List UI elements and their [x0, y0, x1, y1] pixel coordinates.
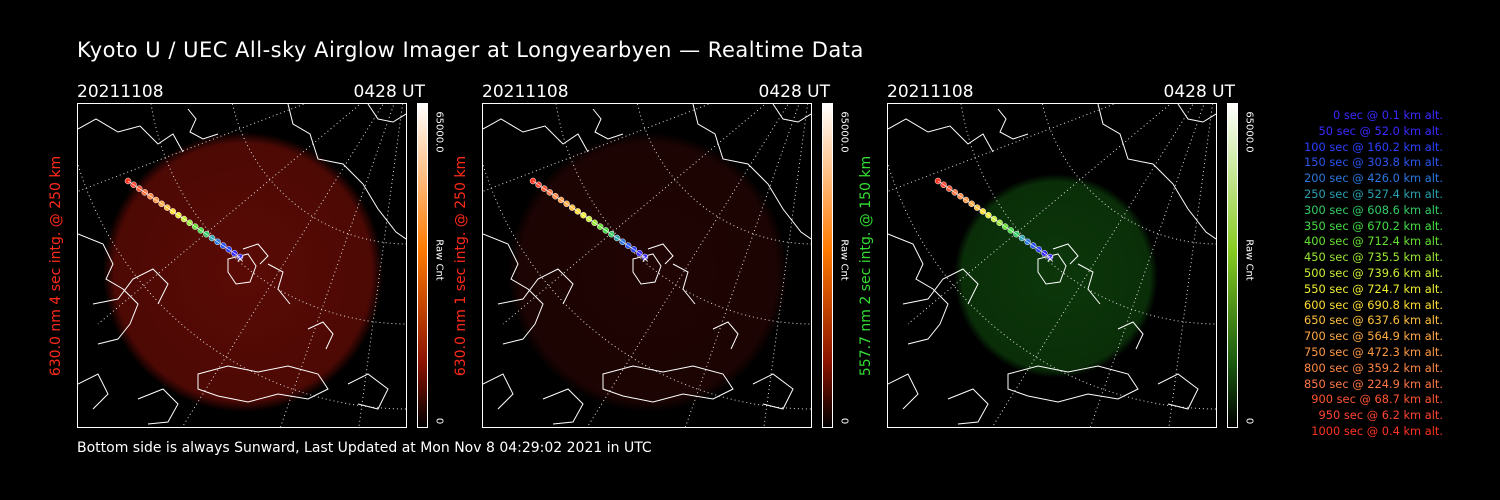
- geo-grid: [78, 104, 406, 427]
- satellite-track: ×: [529, 177, 649, 265]
- panel-date: 20211108: [482, 82, 569, 102]
- panel-wavelength-label: 557.7 nm 2 sec intg. @ 150 km: [855, 103, 877, 428]
- station-marker: ×: [236, 254, 244, 265]
- colorbar-max-label: 65000.0: [1243, 111, 1255, 153]
- legend-entry: 600 sec @ 690.8 km alt.: [1304, 297, 1443, 312]
- panel-wavelength-label: 630.0 nm 4 sec intg. @ 250 km: [45, 103, 67, 428]
- legend-entry: 750 sec @ 472.3 km alt.: [1304, 344, 1443, 359]
- allsky-map-svg: ×: [78, 104, 406, 427]
- satellite-track: ×: [124, 177, 244, 265]
- legend-entry: 50 sec @ 52.0 km alt.: [1318, 123, 1443, 138]
- colorbar-max-label: 65000.0: [433, 111, 445, 153]
- wavelength-label-text: 557.7 nm 2 sec intg. @ 150 km: [858, 155, 874, 376]
- panel-time: 0428 UT: [758, 82, 831, 102]
- colorbar: [822, 103, 833, 428]
- airglow-disc: [103, 132, 383, 412]
- wavelength-label-text: 630.0 nm 4 sec intg. @ 250 km: [48, 155, 64, 376]
- colorbar-unit-label: Raw Cnt: [838, 239, 850, 281]
- allsky-map-svg: ×: [483, 104, 811, 427]
- legend-entry: 0 sec @ 0.1 km alt.: [1333, 108, 1443, 122]
- wavelength-label-text: 630.0 nm 1 sec intg. @ 250 km: [453, 155, 469, 376]
- legend-entry: 550 sec @ 724.7 km alt.: [1304, 281, 1443, 296]
- colorbar-min-label: 0: [1243, 417, 1255, 425]
- panel-time: 0428 UT: [1163, 82, 1236, 102]
- legend-entry: 850 sec @ 224.9 km alt.: [1304, 376, 1443, 391]
- allsky-map: ×: [887, 103, 1217, 428]
- footer-note: Bottom side is always Sunward, Last Upda…: [77, 440, 652, 456]
- colorbar: [417, 103, 428, 428]
- colorbar-unit-label: Raw Cnt: [433, 239, 445, 281]
- panel-date: 20211108: [77, 82, 164, 102]
- colorbar-max-label: 65000.0: [838, 111, 850, 153]
- legend-entry: 450 sec @ 735.5 km alt.: [1304, 250, 1443, 265]
- coastlines: [78, 104, 406, 425]
- legend-entry: 500 sec @ 739.6 km alt.: [1304, 265, 1443, 280]
- airglow-disc: [954, 174, 1158, 378]
- airglow-panel-630-1s: 20211108 0428 UT 630.0 nm 1 sec intg. @ …: [453, 80, 882, 430]
- legend-entry: 100 sec @ 160.2 km alt.: [1304, 139, 1443, 154]
- legend-entry: 900 sec @ 68.7 km alt.: [1311, 392, 1443, 407]
- legend-entry: 950 sec @ 6.2 km alt.: [1318, 408, 1443, 423]
- legend-entry: 1000 sec @ 0.4 km alt.: [1311, 423, 1443, 438]
- legend-entry: 150 sec @ 303.8 km alt.: [1304, 155, 1443, 170]
- geo-grid: [483, 104, 811, 427]
- geo-grid: [888, 104, 1216, 427]
- legend-entry: 300 sec @ 608.6 km alt.: [1304, 202, 1443, 217]
- allsky-map: ×: [482, 103, 812, 428]
- airglow-panel-630-4s: 20211108 0428 UT 630.0 nm 4 sec intg. @ …: [48, 80, 477, 430]
- legend-entry: 350 sec @ 670.2 km alt.: [1304, 218, 1443, 233]
- colorbar: [1227, 103, 1238, 428]
- legend-entry: 800 sec @ 359.2 km alt.: [1304, 360, 1443, 375]
- legend-entry: 400 sec @ 712.4 km alt.: [1304, 234, 1443, 249]
- panel-time: 0428 UT: [353, 82, 426, 102]
- station-marker: ×: [1046, 254, 1054, 265]
- airglow-disc: [508, 132, 788, 412]
- colorbar-min-label: 0: [838, 417, 850, 425]
- allsky-map: ×: [77, 103, 407, 428]
- legend-entry: 200 sec @ 426.0 km alt.: [1304, 171, 1443, 186]
- allsky-map-svg: ×: [888, 104, 1216, 427]
- legend-entry: 650 sec @ 637.6 km alt.: [1304, 313, 1443, 328]
- satellite-track: ×: [934, 177, 1054, 265]
- airglow-panel-557-2s: 20211108 0428 UT 557.7 nm 2 sec intg. @ …: [858, 80, 1287, 430]
- station-marker: ×: [641, 254, 649, 265]
- panel-date: 20211108: [887, 82, 974, 102]
- page-title: Kyoto U / UEC All-sky Airglow Imager at …: [77, 38, 864, 62]
- coastlines: [888, 104, 1216, 425]
- colorbar-unit-label: Raw Cnt: [1243, 239, 1255, 281]
- colorbar-min-label: 0: [433, 417, 445, 425]
- coastlines: [483, 104, 811, 425]
- legend-entry: 250 sec @ 527.4 km alt.: [1304, 186, 1443, 201]
- legend-entry: 700 sec @ 564.9 km alt.: [1304, 329, 1443, 344]
- trajectory-legend: 0 sec @ 0.1 km alt. 50 sec @ 52.0 km alt.…: [1265, 108, 1443, 440]
- panel-wavelength-label: 630.0 nm 1 sec intg. @ 250 km: [450, 103, 472, 428]
